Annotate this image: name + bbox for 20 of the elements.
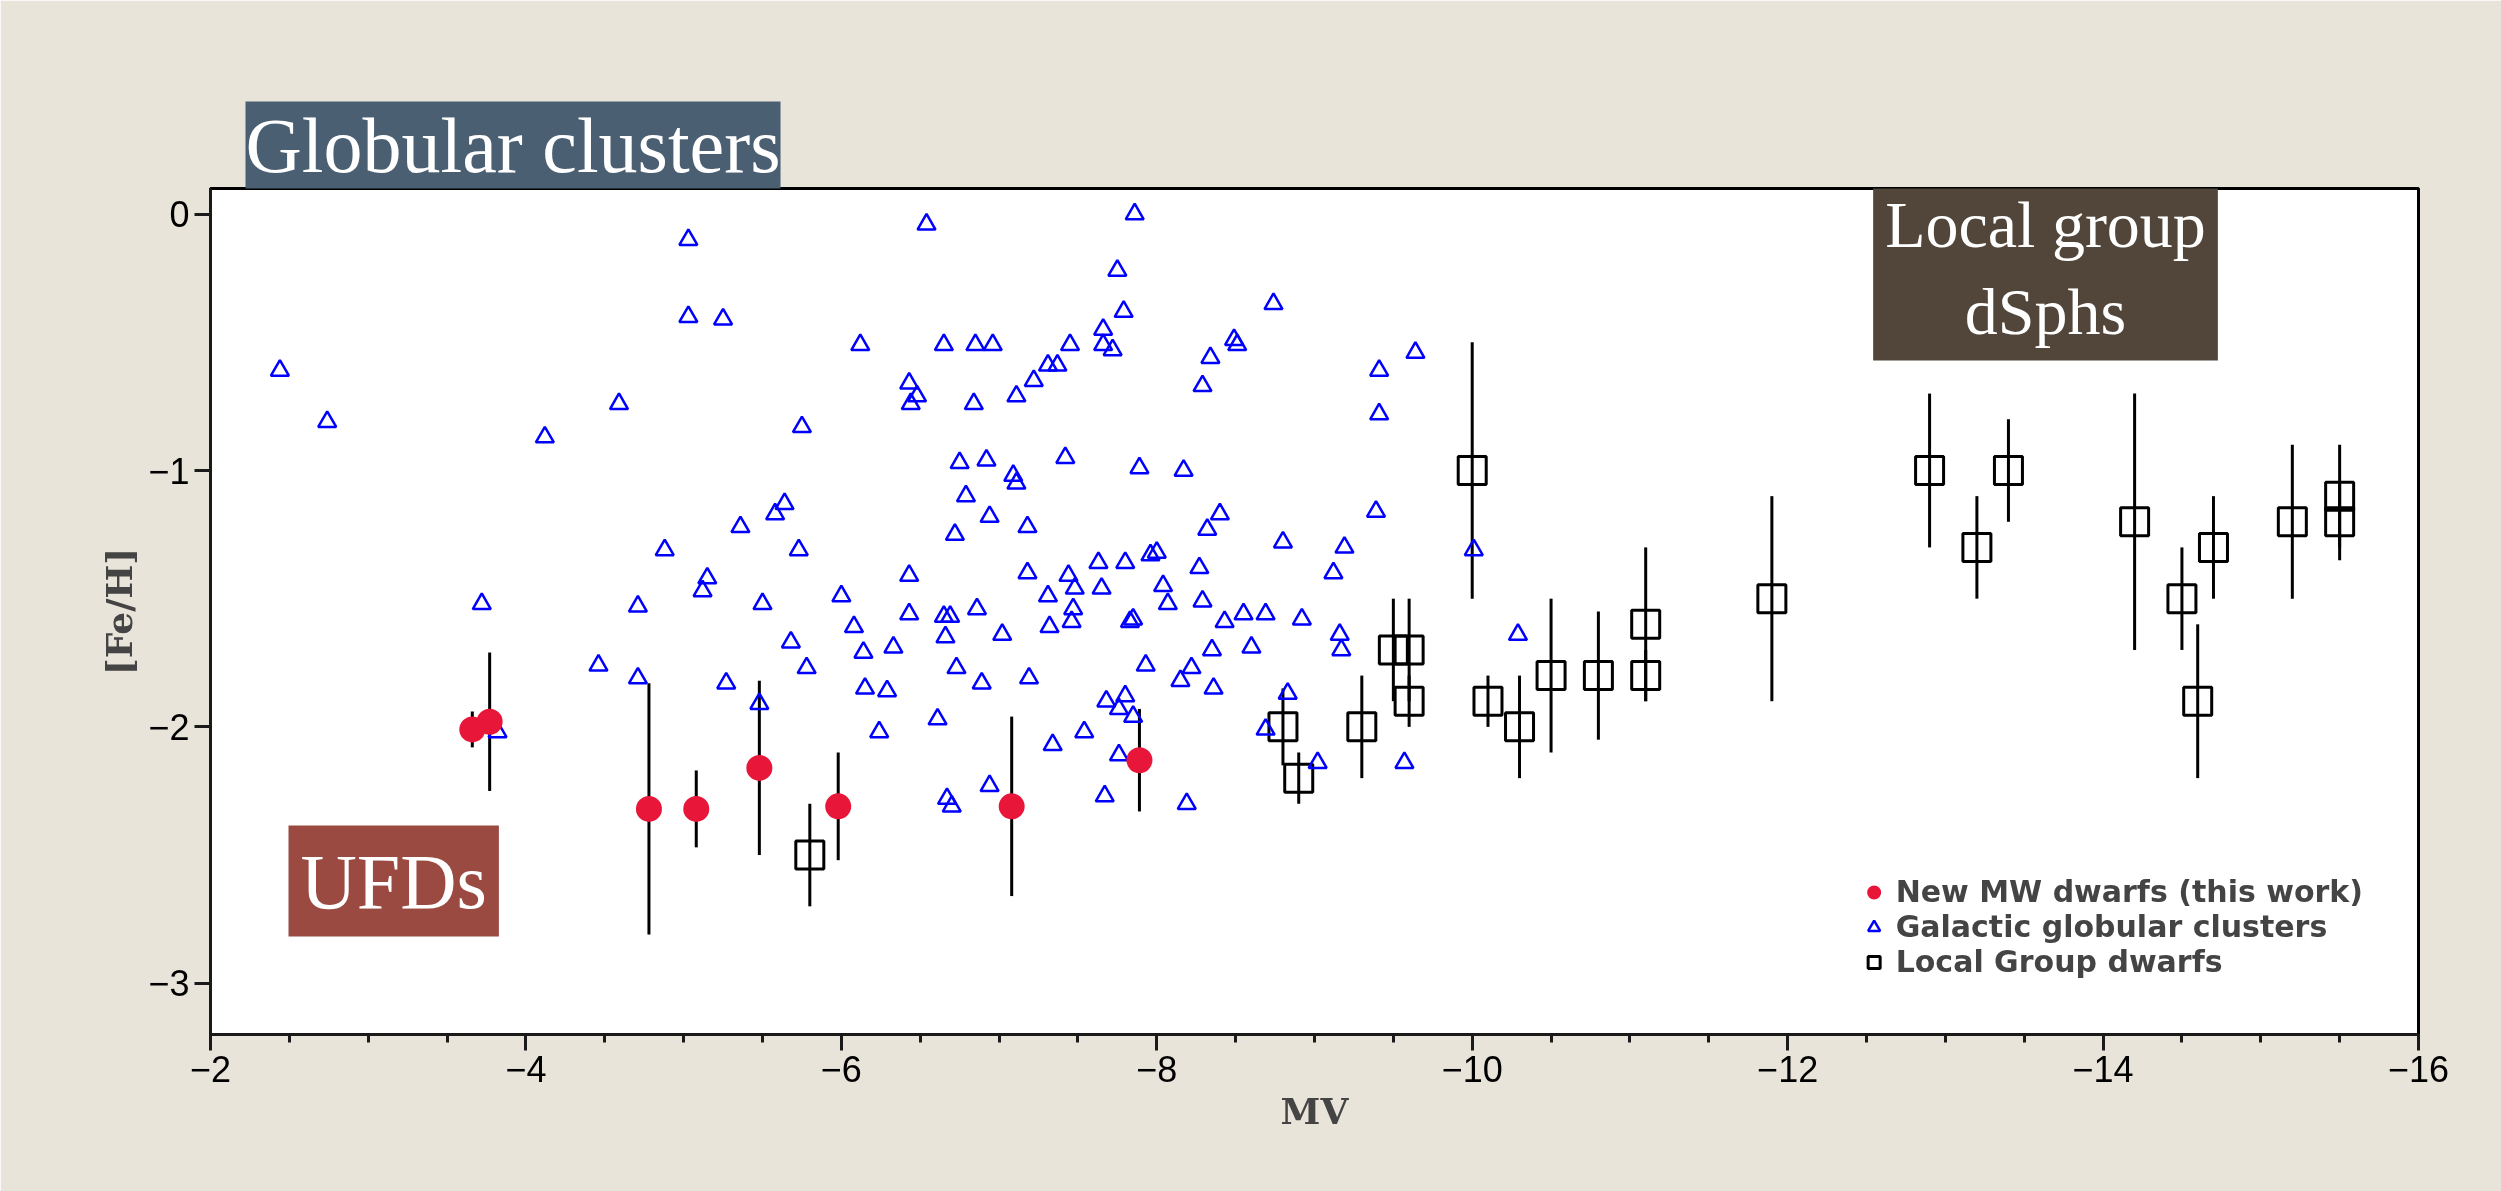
- text: Globular clusters: [245, 101, 781, 189]
- x-axis-title: MV: [1280, 1089, 1350, 1132]
- x-tick-label: −14: [2072, 1048, 2134, 1090]
- x-tick-label: −8: [1136, 1048, 1178, 1090]
- x-tick-label: −10: [1441, 1048, 1503, 1090]
- x-tick-label: −12: [1757, 1048, 1819, 1090]
- x-tick-label: −6: [820, 1048, 862, 1090]
- x-tick-label: −4: [505, 1048, 547, 1090]
- legend-label: Local Group dwarfs: [1895, 944, 2223, 979]
- x-tick-label: −16: [2387, 1048, 2450, 1090]
- x-tick-label: −2: [189, 1048, 232, 1090]
- y-tick-label: 0: [169, 194, 190, 236]
- legend-label: Galactic globular clusters: [1895, 909, 2328, 944]
- legend-label: New MW dwarfs (this work): [1895, 874, 2363, 909]
- y-tick-label: −1: [148, 450, 190, 492]
- y-axis-title: [Fe/H]: [98, 547, 141, 676]
- y-tick-label: −2: [148, 706, 190, 748]
- annotation: UFDs: [300, 837, 487, 925]
- y-tick-label: −3: [148, 963, 190, 1005]
- annotation: Local group dSphs: [1885, 187, 2206, 349]
